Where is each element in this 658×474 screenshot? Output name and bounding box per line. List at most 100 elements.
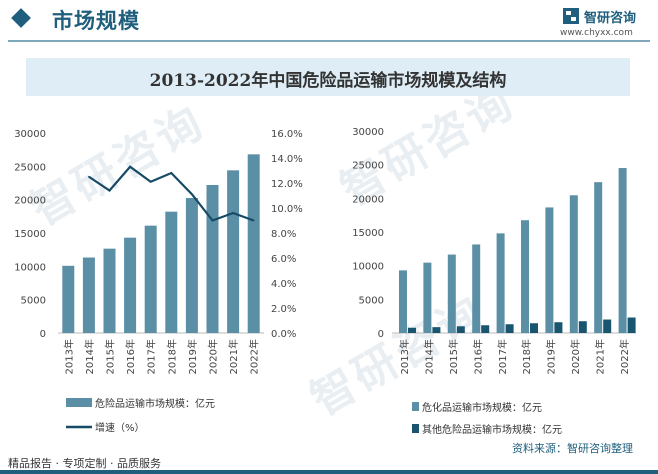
bar-market-size xyxy=(124,237,137,333)
bar-hazchem xyxy=(569,195,578,333)
y-left-tick-label: 25000 xyxy=(14,162,46,173)
legend-label-growth: 增速（%） xyxy=(95,421,145,434)
chart-title-banner: 2013-2022年中国危险品运输市场规模及结构 xyxy=(26,58,630,96)
growth-rate-point xyxy=(170,172,173,174)
bar-hazchem xyxy=(496,233,505,333)
x-tick-label: 2022年 xyxy=(618,339,631,374)
legend-label-other: 其他危险品运输市场规模：亿元 xyxy=(422,423,562,436)
y-tick-label: 20000 xyxy=(352,194,384,205)
legend-swatch-hazchem xyxy=(412,402,419,411)
y-left-tick-label: 15000 xyxy=(14,229,46,240)
bar-market-size xyxy=(165,211,178,333)
x-tick-label: 2021年 xyxy=(227,339,240,374)
x-tick-label: 2019年 xyxy=(545,339,558,374)
y-left-tick-label: 0 xyxy=(40,329,46,340)
y-right-tick-label: 2.0% xyxy=(271,304,296,315)
bar-other-hazmat xyxy=(505,324,514,333)
growth-rate-point xyxy=(211,219,214,222)
bar-other-hazmat xyxy=(456,326,465,333)
y-right-tick-label: 0.0% xyxy=(271,329,296,340)
x-tick-label: 2017年 xyxy=(496,339,509,374)
bar-market-size xyxy=(206,185,219,333)
x-tick-label: 2022年 xyxy=(248,339,261,374)
source-note: 资料来源：智研咨询整理 xyxy=(512,442,633,455)
legend-swatch-other xyxy=(412,424,419,433)
bar-market-size xyxy=(103,248,116,333)
y-tick-label: 5000 xyxy=(359,295,384,306)
y-right-tick-label: 12.0% xyxy=(271,179,303,190)
brand-name: 智研咨询 xyxy=(584,11,637,26)
bar-hazchem xyxy=(594,182,603,333)
y-tick-label: 30000 xyxy=(352,127,384,138)
bar-other-hazmat xyxy=(432,327,441,333)
bar-other-hazmat xyxy=(603,319,612,333)
brand-logo-icon xyxy=(563,8,579,24)
y-right-tick-label: 6.0% xyxy=(271,254,296,265)
growth-rate-point xyxy=(232,212,234,214)
x-tick-label: 2013年 xyxy=(398,339,411,374)
bar-hazchem xyxy=(545,207,554,333)
y-left-tick-label: 30000 xyxy=(14,129,46,140)
x-tick-label: 2020年 xyxy=(569,339,582,374)
x-tick-label: 2020年 xyxy=(207,339,220,374)
y-right-tick-label: 14.0% xyxy=(271,154,303,165)
growth-rate-point xyxy=(88,175,90,178)
y-tick-label: 15000 xyxy=(352,228,384,239)
y-right-tick-label: 10.0% xyxy=(271,204,303,215)
bar-other-hazmat xyxy=(530,323,538,333)
bar-hazchem xyxy=(472,244,481,333)
bar-market-size xyxy=(247,154,260,333)
page-title: 市场规模 xyxy=(52,9,140,33)
bar-hazchem xyxy=(423,262,432,333)
bar-other-hazmat xyxy=(578,321,587,333)
bar-other-hazmat xyxy=(408,327,416,333)
y-right-tick-label: 4.0% xyxy=(271,279,296,290)
x-tick-label: 2014年 xyxy=(83,339,96,374)
x-tick-label: 2014年 xyxy=(423,339,436,374)
bar-hazchem xyxy=(399,270,407,333)
bar-hazchem xyxy=(447,254,456,333)
brand-url: www.chyxx.com xyxy=(560,28,633,38)
bar-other-hazmat xyxy=(627,317,636,333)
footer-bar xyxy=(0,470,658,474)
legend-swatch-bar xyxy=(66,398,92,407)
y-tick-label: 0 xyxy=(378,329,384,340)
x-tick-label: 2013年 xyxy=(62,339,75,374)
bar-hazchem xyxy=(521,220,529,333)
growth-rate-point xyxy=(149,180,152,183)
bar-other-hazmat xyxy=(481,325,490,333)
growth-rate-point xyxy=(108,189,111,192)
y-tick-label: 10000 xyxy=(352,262,384,273)
x-tick-label: 2021年 xyxy=(593,339,606,374)
growth-rate-point xyxy=(129,165,131,168)
bar-market-size xyxy=(62,265,75,333)
x-tick-label: 2017年 xyxy=(145,339,158,374)
bar-market-size xyxy=(144,225,157,333)
x-tick-label: 2015年 xyxy=(104,339,117,374)
growth-rate-point xyxy=(191,193,193,196)
growth-rate-point xyxy=(252,219,255,222)
bar-market-size xyxy=(82,257,95,333)
y-right-tick-label: 16.0% xyxy=(271,129,303,140)
x-tick-label: 2018年 xyxy=(520,339,533,374)
chart-title: 2013-2022年中国危险品运输市场规模及结构 xyxy=(149,71,507,91)
y-right-tick-label: 8.0% xyxy=(271,229,296,240)
x-tick-label: 2016年 xyxy=(124,339,137,374)
y-tick-label: 25000 xyxy=(352,161,384,172)
x-tick-label: 2018年 xyxy=(165,339,178,374)
footer-tagline: 精品报告 · 专项定制 · 品质服务 xyxy=(8,457,161,470)
x-tick-label: 2019年 xyxy=(186,339,199,374)
x-tick-label: 2016年 xyxy=(471,339,484,374)
y-left-tick-label: 10000 xyxy=(14,262,46,273)
header-divider xyxy=(8,40,650,42)
y-left-tick-label: 20000 xyxy=(14,196,46,207)
x-tick-label: 2015年 xyxy=(447,339,460,374)
bar-hazchem xyxy=(618,168,627,333)
bar-market-size xyxy=(227,170,240,333)
bar-other-hazmat xyxy=(554,322,563,333)
y-left-tick-label: 5000 xyxy=(21,296,46,307)
legend-label-hazchem: 危化品运输市场规模：亿元 xyxy=(422,401,542,414)
bar-market-size xyxy=(185,198,198,333)
legend-label-market-size: 危险品运输市场规模：亿元 xyxy=(95,397,215,410)
